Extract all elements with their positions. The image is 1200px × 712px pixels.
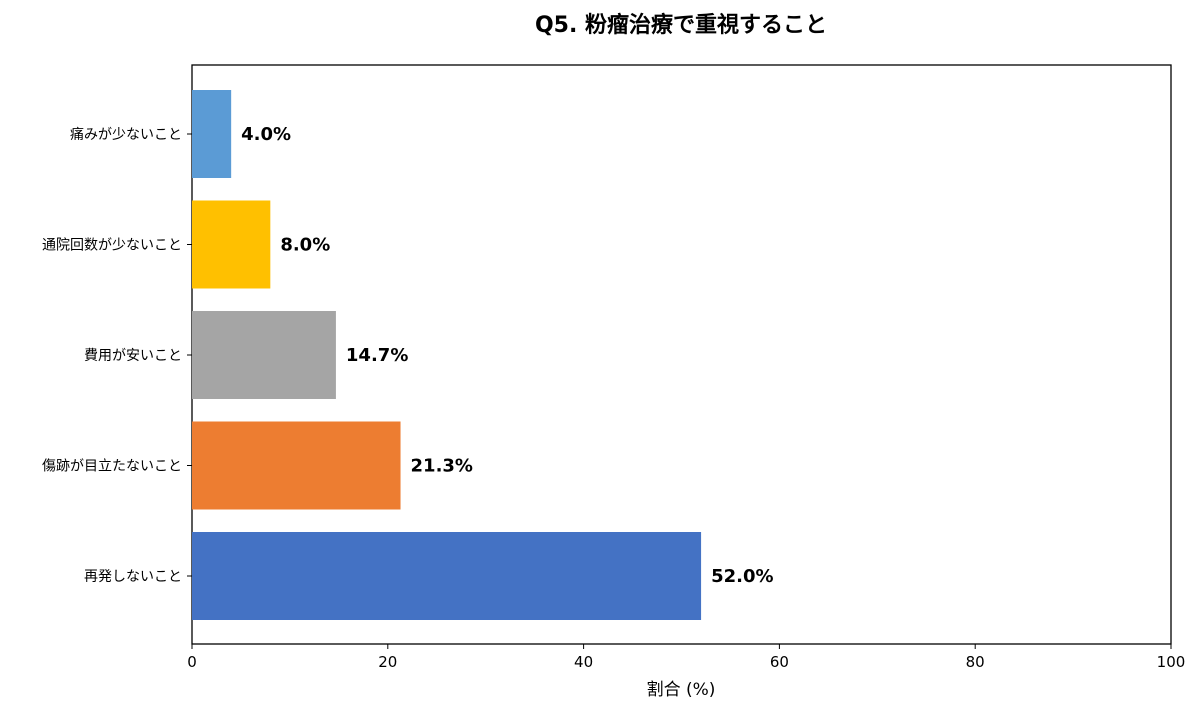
- category-label: 通院回数が少ないこと: [42, 238, 182, 254]
- bar: [192, 200, 271, 289]
- x-tick-label: 100: [1157, 653, 1186, 671]
- bar: [192, 421, 401, 510]
- bars: [192, 90, 702, 620]
- data-label: 4.0%: [241, 124, 291, 145]
- data-labels: 4.0% 8.0% 14.7% 21.3% 52.0%: [241, 124, 773, 587]
- bar: [192, 532, 702, 620]
- category-label: 再発しないこと: [84, 569, 182, 585]
- x-axis-label: 割合 (%): [647, 680, 716, 700]
- data-label: 8.0%: [280, 235, 330, 256]
- bar: [192, 311, 336, 399]
- data-label: 21.3%: [411, 456, 473, 477]
- category-label: 痛みが少ないこと: [70, 126, 182, 143]
- x-tick-label: 60: [770, 653, 789, 671]
- x-tick-label: 40: [574, 653, 593, 671]
- category-labels: 痛みが少ないこと通院回数が少ないこと費用が安いこと傷跡が目立たないこと再発しない…: [42, 126, 192, 585]
- x-axis-ticks: 0 20 40 60 80 100: [187, 644, 1185, 671]
- data-label: 52.0%: [711, 566, 773, 587]
- category-label: 費用が安いこと: [84, 348, 182, 364]
- chart-title: Q5. 粉瘤治療で重視すること: [535, 12, 827, 38]
- x-tick-label: 0: [187, 653, 197, 671]
- x-tick-label: 80: [966, 653, 985, 671]
- category-label: 傷跡が目立たないこと: [42, 459, 182, 475]
- data-label: 14.7%: [346, 345, 408, 366]
- x-tick-label: 20: [378, 653, 397, 671]
- bar: [192, 90, 232, 178]
